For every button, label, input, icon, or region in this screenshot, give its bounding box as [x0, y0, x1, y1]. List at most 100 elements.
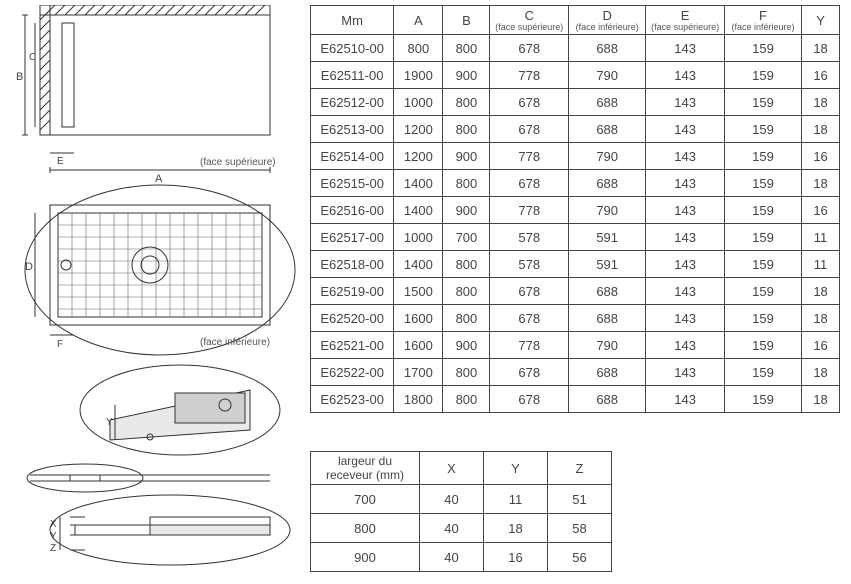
cell-f: 159: [724, 305, 801, 332]
main-dimensions-table: Mm A B C(face supérieure) D(face inférie…: [310, 5, 840, 413]
cell-c: 778: [490, 197, 569, 224]
cell-f: 159: [724, 170, 801, 197]
dim-e-label: E: [57, 156, 64, 167]
cell-f: 159: [724, 332, 801, 359]
cell-ref: E62520-00: [311, 305, 394, 332]
cell-b: 900: [443, 143, 490, 170]
cell-y: 18: [802, 170, 840, 197]
col-a: A: [394, 6, 443, 35]
cell-e: 143: [646, 89, 725, 116]
col-f: F(face inférieure): [724, 6, 801, 35]
cell-d: 688: [569, 386, 646, 413]
cell-a: 1400: [394, 197, 443, 224]
receiver-width-table: largeur du receveur (mm) X Y Z 700401151…: [310, 451, 612, 572]
cell-c: 678: [490, 359, 569, 386]
table-row: E62517-00100070057859114315911: [311, 224, 840, 251]
cell-d: 790: [569, 197, 646, 224]
cell-a: 1400: [394, 170, 443, 197]
col-ref: Mm: [311, 6, 394, 35]
cell-a: 1200: [394, 116, 443, 143]
cell-c: 778: [490, 143, 569, 170]
table-header-row: largeur du receveur (mm) X Y Z: [311, 452, 612, 485]
cell-y: 16: [802, 143, 840, 170]
dim-a-label: A: [155, 173, 163, 185]
col-y: Y: [484, 452, 548, 485]
table-row: E62520-00160080067868814315918: [311, 305, 840, 332]
cell-ref: E62521-00: [311, 332, 394, 359]
cell-f: 159: [724, 197, 801, 224]
cell-ref: E62514-00: [311, 143, 394, 170]
cell-z: 51: [548, 485, 612, 514]
dim-f-label: F: [57, 339, 63, 350]
cell-c: 678: [490, 305, 569, 332]
dim-b-label: B: [16, 71, 23, 83]
cell-e: 143: [646, 197, 725, 224]
diagram-detail-y: Y: [80, 365, 280, 455]
cell-ref: E62513-00: [311, 116, 394, 143]
cell-b: 800: [443, 35, 490, 62]
cell-e: 143: [646, 224, 725, 251]
col-e: E(face supérieure): [646, 6, 725, 35]
label-face-inf: (face inférieure): [200, 337, 270, 348]
cell-ref: E62518-00: [311, 251, 394, 278]
col-y: Y: [802, 6, 840, 35]
cell-y: 18: [802, 89, 840, 116]
dim-y-label: Y: [106, 417, 113, 428]
cell-lab: 700: [311, 485, 420, 514]
cell-b: 900: [443, 62, 490, 89]
cell-y: 16: [802, 332, 840, 359]
cell-f: 159: [724, 35, 801, 62]
cell-ref: E62519-00: [311, 278, 394, 305]
table-row: E62519-00150080067868814315918: [311, 278, 840, 305]
cell-d: 790: [569, 62, 646, 89]
cell-e: 143: [646, 62, 725, 89]
cell-y: 16: [802, 62, 840, 89]
cell-c: 678: [490, 116, 569, 143]
col-z: Z: [548, 452, 612, 485]
cell-y: 16: [802, 197, 840, 224]
cell-e: 143: [646, 305, 725, 332]
cell-a: 1900: [394, 62, 443, 89]
table-row: E62523-00180080067868814315918: [311, 386, 840, 413]
col-b: B: [443, 6, 490, 35]
table-row: 900401656: [311, 543, 612, 572]
cell-y: 18: [802, 386, 840, 413]
cell-e: 143: [646, 143, 725, 170]
cell-c: 578: [490, 224, 569, 251]
cell-ref: E62510-00: [311, 35, 394, 62]
cell-c: 678: [490, 386, 569, 413]
cell-a: 800: [394, 35, 443, 62]
cell-d: 688: [569, 89, 646, 116]
col-c: C(face supérieure): [490, 6, 569, 35]
cell-y: 18: [802, 305, 840, 332]
cell-b: 900: [443, 197, 490, 224]
cell-b: 800: [443, 305, 490, 332]
cell-d: 688: [569, 35, 646, 62]
table-row: E62515-00140080067868814315918: [311, 170, 840, 197]
cell-y: 11: [802, 224, 840, 251]
cell-e: 143: [646, 332, 725, 359]
cell-ref: E62511-00: [311, 62, 394, 89]
cell-z: 56: [548, 543, 612, 572]
cell-c: 678: [490, 170, 569, 197]
cell-d: 591: [569, 224, 646, 251]
cell-y: 18: [802, 35, 840, 62]
cell-b: 800: [443, 359, 490, 386]
cell-y: 18: [802, 359, 840, 386]
cell-c: 778: [490, 62, 569, 89]
cell-c: 778: [490, 332, 569, 359]
table-header-row: Mm A B C(face supérieure) D(face inférie…: [311, 6, 840, 35]
cell-f: 159: [724, 251, 801, 278]
cell-b: 800: [443, 386, 490, 413]
cell-ref: E62522-00: [311, 359, 394, 386]
table-row: E62513-00120080067868814315918: [311, 116, 840, 143]
dim-d-label: D: [25, 261, 33, 273]
cell-d: 688: [569, 359, 646, 386]
cell-a: 1600: [394, 305, 443, 332]
tables-area: Mm A B C(face supérieure) D(face inférie…: [310, 5, 840, 572]
cell-a: 1000: [394, 224, 443, 251]
cell-f: 159: [724, 89, 801, 116]
cell-b: 800: [443, 278, 490, 305]
table-row: E62514-00120090077879014315916: [311, 143, 840, 170]
cell-b: 800: [443, 116, 490, 143]
